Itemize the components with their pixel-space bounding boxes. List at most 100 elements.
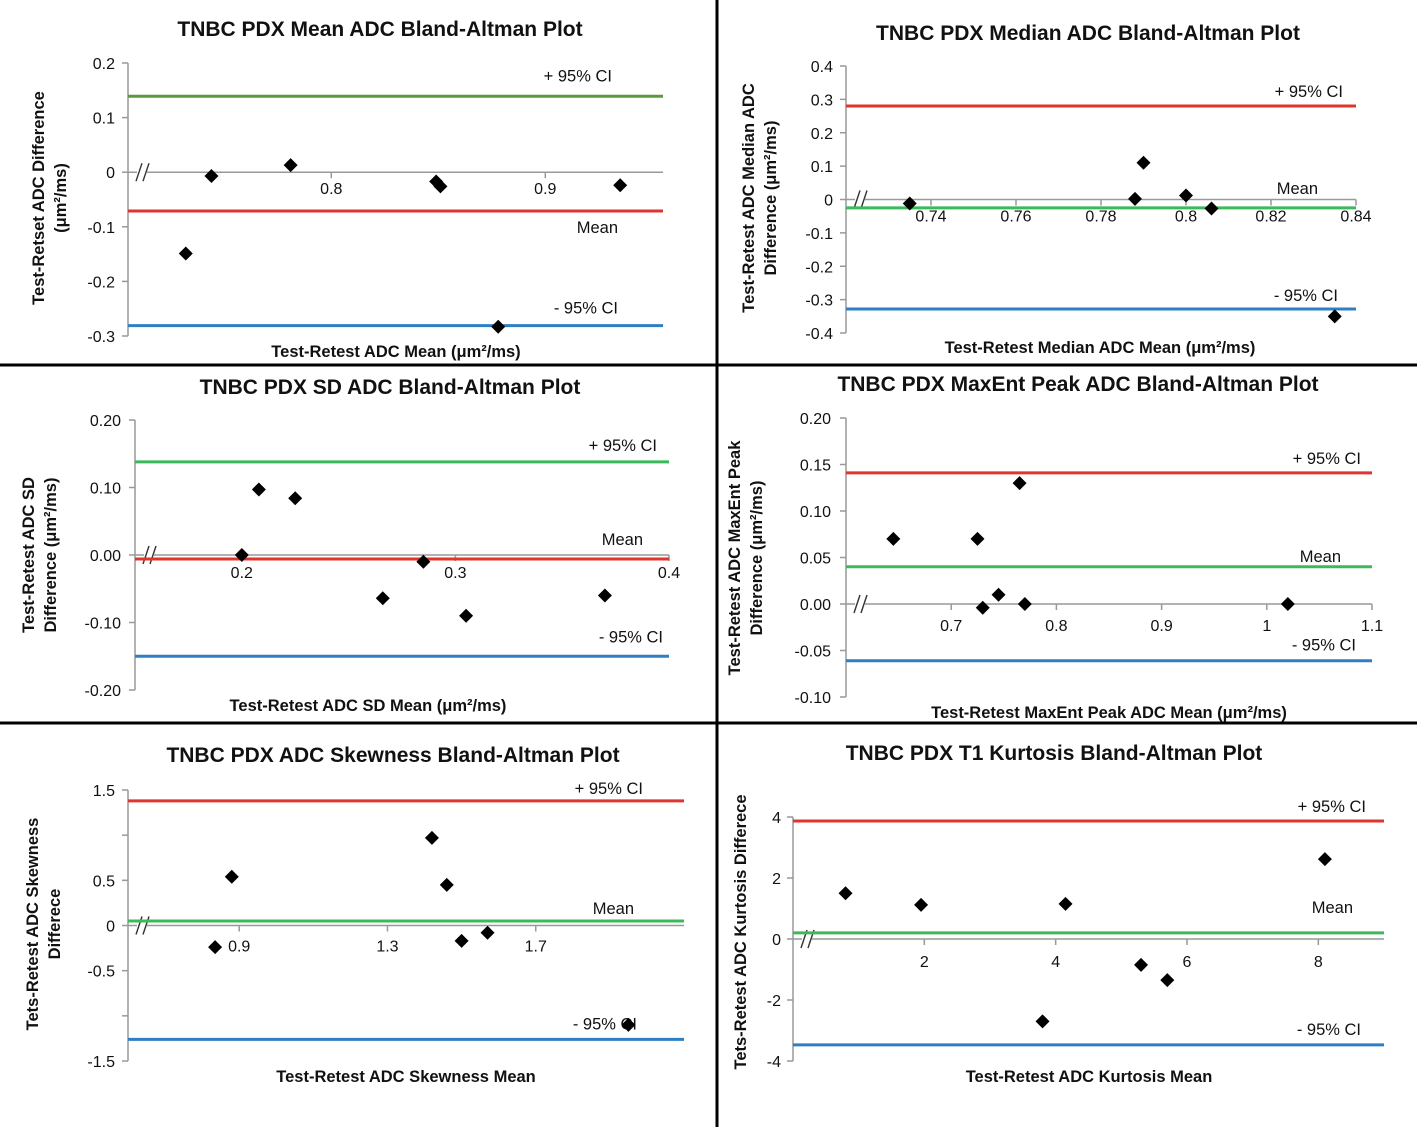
data-point: [439, 877, 454, 892]
axis-break-gap: [855, 592, 865, 616]
y-tick-label: 0.20: [90, 413, 121, 430]
y-axis-label-line-2: (μm²/ms): [52, 163, 70, 233]
panel-kurtosis-adc: TNBC PDX T1 Kurtosis Bland-Altman Plot T…: [732, 742, 1384, 1086]
ref-label-95-ci: + 95% CI: [1293, 450, 1361, 468]
data-point: [613, 178, 628, 193]
y-tick-label: -0.2: [805, 259, 833, 276]
ref-label-95-ci: + 95% CI: [589, 437, 657, 455]
x-tick-label: 4: [1051, 954, 1060, 971]
chart-title: TNBC PDX Median ADC Bland-Altman Plot: [876, 22, 1300, 45]
chart-title: TNBC PDX SD ADC Bland-Altman Plot: [200, 376, 581, 399]
data-point: [975, 600, 990, 615]
ref-label-mean: Mean: [602, 531, 643, 549]
y-tick-label: -0.3: [87, 329, 115, 346]
y-axis-label: Test-Retest ADC MaxEnt Peak Difference (…: [726, 440, 766, 676]
data-point: [491, 319, 506, 334]
x-tick-label: 0.74: [915, 209, 946, 226]
data-point: [991, 587, 1006, 602]
data-point: [1058, 896, 1073, 911]
y-tick-label: 0.10: [800, 504, 831, 521]
y-tick-label: 0.10: [90, 481, 121, 498]
panel-maxent-peak-adc: TNBC PDX MaxEnt Peak ADC Bland-Altman Pl…: [726, 373, 1383, 722]
y-tick-label: -2: [767, 993, 781, 1010]
x-tick-label: 1.1: [1361, 618, 1383, 635]
y-tick-label: -0.20: [85, 683, 122, 700]
axis-break-mark: [860, 594, 868, 614]
y-tick-label: -0.4: [805, 326, 833, 343]
x-tick-label: 0.9: [228, 939, 250, 956]
data-point: [208, 940, 223, 955]
x-axis-label: Test-Retest ADC SD Mean (μm²/ms): [230, 697, 507, 715]
y-tick-label: -0.10: [795, 690, 832, 707]
y-axis-label-line-1: Test-Retest ADC MaxEnt Peak: [726, 440, 744, 676]
y-tick-label: 0: [772, 932, 781, 949]
ref-label-mean: Mean: [1277, 180, 1318, 198]
x-tick-label: 0.3: [444, 565, 466, 582]
chart-title: TNBC PDX ADC Skewness Bland-Altman Plot: [166, 744, 619, 767]
data-point: [288, 491, 303, 506]
y-tick-label: -0.1: [805, 226, 833, 243]
y-axis-label-line-2: Difference (μm²/ms): [762, 121, 780, 276]
ref-label-mean: Mean: [1300, 548, 1341, 566]
y-axis-label-line-2: Difference (μm²/ms): [42, 478, 60, 633]
y-tick-label: 0.5: [93, 873, 115, 890]
axis-break-mark: [149, 545, 157, 565]
x-tick-label: 1: [1262, 618, 1271, 635]
data-point: [424, 830, 439, 845]
data-point: [480, 925, 495, 940]
y-tick-label: 0.1: [811, 159, 833, 176]
data-point: [224, 869, 239, 884]
axis-break-mark: [853, 594, 861, 614]
data-point: [902, 196, 917, 211]
x-tick-label: 0.78: [1085, 209, 1116, 226]
y-axis-label-line-2: Difference (μm²/ms): [748, 481, 766, 636]
data-point: [1327, 309, 1342, 324]
ref-label-95-ci: + 95% CI: [1298, 798, 1366, 816]
data-point: [459, 608, 474, 623]
x-tick-label: 0.7: [940, 618, 962, 635]
data-point: [597, 588, 612, 603]
data-point: [838, 886, 853, 901]
y-tick-label: 0.15: [800, 458, 831, 475]
x-axis-label: Test-Retest ADC Kurtosis Mean: [966, 1068, 1213, 1086]
ref-label-mean: Mean: [1312, 899, 1353, 917]
data-point: [886, 531, 901, 546]
x-tick-label: 0.8: [1045, 618, 1067, 635]
y-tick-label: 4: [772, 810, 781, 827]
y-tick-label: -0.10: [85, 616, 122, 633]
y-axis-label: Test-Retset ADC Difference (μm²/ms): [30, 91, 70, 305]
x-axis-label: Test-Retest ADC Skewness Mean: [276, 1068, 536, 1086]
panel-sd-adc: TNBC PDX SD ADC Bland-Altman Plot Test-R…: [20, 376, 680, 715]
y-tick-label: -0.3: [805, 293, 833, 310]
data-point: [454, 933, 469, 948]
axis-break-gap: [137, 913, 147, 938]
data-point: [234, 548, 249, 562]
ref-label-95-ci: + 95% CI: [575, 780, 643, 798]
x-tick-label: 0.8: [1175, 209, 1197, 226]
x-tick-label: 2: [920, 954, 929, 971]
data-point: [204, 169, 219, 184]
y-tick-label: -0.5: [87, 964, 115, 981]
ref-label-mean: Mean: [577, 219, 618, 237]
y-tick-label: 1.5: [93, 783, 115, 800]
x-tick-label: 0.4: [658, 565, 680, 582]
data-point: [970, 531, 985, 546]
panel-median-adc: TNBC PDX Median ADC Bland-Altman Plot Te…: [740, 22, 1372, 357]
y-axis-label-line-1: Tets-Retest ADC Kurtosis Differece: [732, 794, 750, 1069]
y-tick-label: 0.2: [93, 56, 115, 73]
axis-break-gap: [137, 160, 147, 185]
axis-break-mark: [135, 162, 143, 182]
y-tick-label: -1.5: [87, 1054, 115, 1071]
y-tick-label: 0.00: [800, 597, 831, 614]
y-axis-label-line-1: Test-Retest ADC Median ADC: [740, 83, 758, 313]
y-tick-label: -0.1: [87, 220, 115, 237]
data-point: [1317, 852, 1332, 867]
axis-break-gap: [855, 187, 865, 212]
data-point: [1035, 1014, 1050, 1029]
chart-title: TNBC PDX Mean ADC Bland-Altman Plot: [177, 18, 582, 41]
ref-label-95-ci: - 95% CI: [1292, 637, 1356, 655]
data-point: [1280, 597, 1295, 611]
y-tick-label: 2: [772, 871, 781, 888]
x-tick-label: 0.9: [1150, 618, 1172, 635]
